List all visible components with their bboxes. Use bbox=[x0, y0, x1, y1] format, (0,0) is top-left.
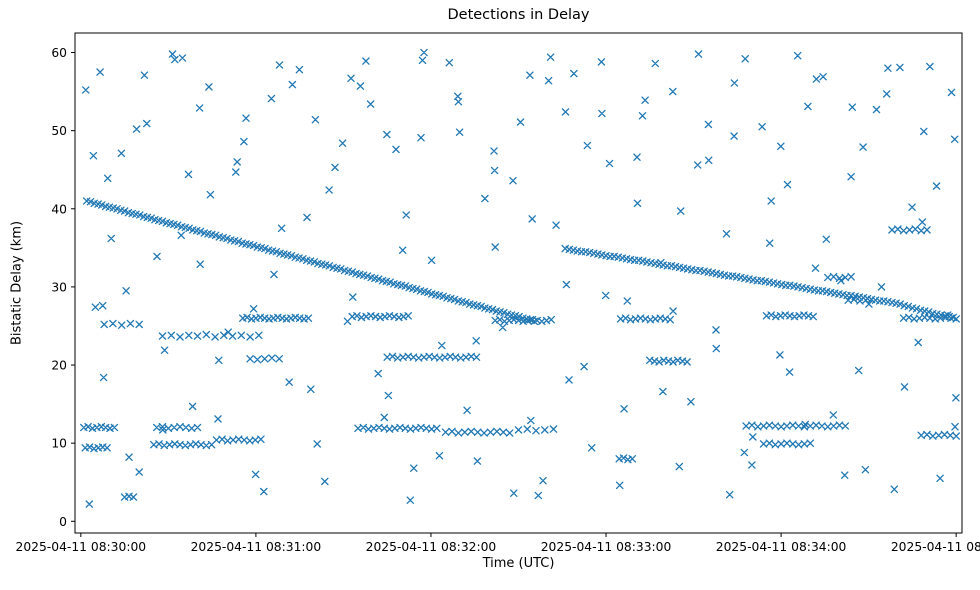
x-tick-label: 2025-04-11 08:35:00 bbox=[891, 540, 980, 554]
x-tick-label: 2025-04-11 08:34:00 bbox=[716, 540, 847, 554]
y-tick-label: 60 bbox=[51, 46, 67, 60]
y-tick-label: 0 bbox=[59, 515, 67, 529]
chart-title: Detections in Delay bbox=[447, 7, 590, 23]
x-tick-label: 2025-04-11 08:31:00 bbox=[191, 540, 322, 554]
data-points bbox=[80, 48, 960, 508]
x-axis-title: Time (UTC) bbox=[482, 556, 555, 571]
y-tick-label: 40 bbox=[51, 202, 67, 216]
y-tick-label: 10 bbox=[51, 437, 67, 451]
y-tick-label: 30 bbox=[51, 280, 67, 294]
x-tick-label: 2025-04-11 08:33:00 bbox=[541, 540, 672, 554]
y-tick-label: 50 bbox=[51, 124, 67, 138]
y-tick-label: 20 bbox=[51, 359, 67, 373]
y-axis-title: Bistatic Delay (km) bbox=[9, 220, 25, 346]
plot-area bbox=[74, 32, 963, 534]
x-tick-label: 2025-04-11 08:30:00 bbox=[16, 540, 147, 554]
x-tick-label: 2025-04-11 08:32:00 bbox=[366, 540, 497, 554]
